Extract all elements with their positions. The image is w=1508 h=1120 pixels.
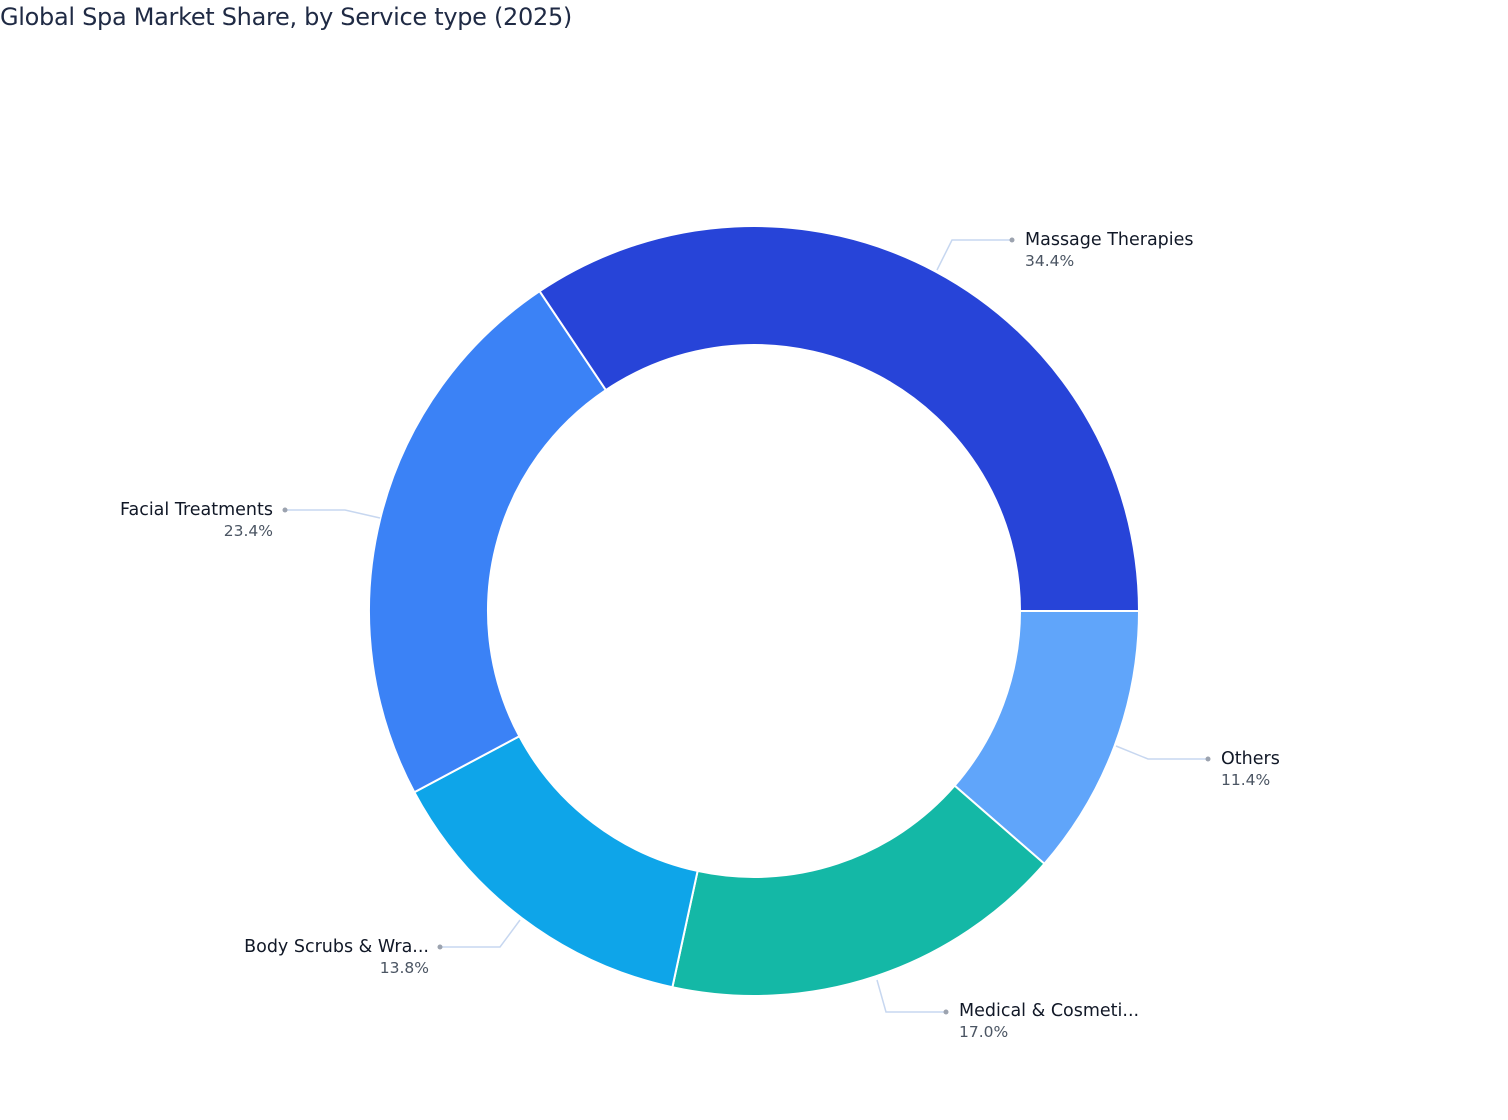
- label-medical-cosmetic: Medical & Cosmeti... 17.0%: [959, 1001, 1139, 1043]
- label-facial-treatments: Facial Treatments 23.4%: [120, 500, 273, 542]
- donut-slice-facial-treatments[interactable]: [368, 289, 608, 794]
- label-percent: 17.0%: [959, 1023, 1009, 1041]
- donut-slice-massage-therapies[interactable]: [538, 225, 1141, 612]
- leader-dot: [282, 507, 288, 513]
- label-percent: 34.4%: [1025, 252, 1075, 270]
- label-name: Body Scrubs & Wra...: [244, 937, 429, 957]
- label-body-scrubs: Body Scrubs & Wra... 13.8%: [244, 937, 429, 979]
- label-name: Massage Therapies: [1025, 230, 1194, 250]
- leader-dot: [437, 944, 443, 950]
- leader-line: [936, 239, 1012, 271]
- leader-dot: [1205, 756, 1211, 762]
- label-percent: 11.4%: [1221, 771, 1271, 789]
- label-massage-therapies: Massage Therapies 34.4%: [1025, 230, 1194, 272]
- label-others: Others 11.4%: [1221, 749, 1280, 791]
- label-percent: 23.4%: [223, 522, 273, 540]
- donut-slice-body-scrubs-wra[interactable]: [412, 734, 699, 989]
- leader-dot: [1009, 237, 1015, 243]
- label-name: Medical & Cosmeti...: [959, 1001, 1140, 1021]
- leader-line: [285, 509, 381, 519]
- label-percent: 13.8%: [379, 959, 429, 977]
- chart-title: Global Spa Market Share, by Service type…: [0, 3, 572, 31]
- leader-dot: [943, 1009, 949, 1015]
- donut-slice-medical-cosmeti[interactable]: [671, 784, 1046, 997]
- leader-line: [440, 919, 521, 948]
- label-name: Others: [1221, 749, 1280, 769]
- leader-line: [876, 979, 946, 1013]
- leader-line: [1115, 745, 1208, 760]
- label-name: Facial Treatments: [120, 500, 273, 520]
